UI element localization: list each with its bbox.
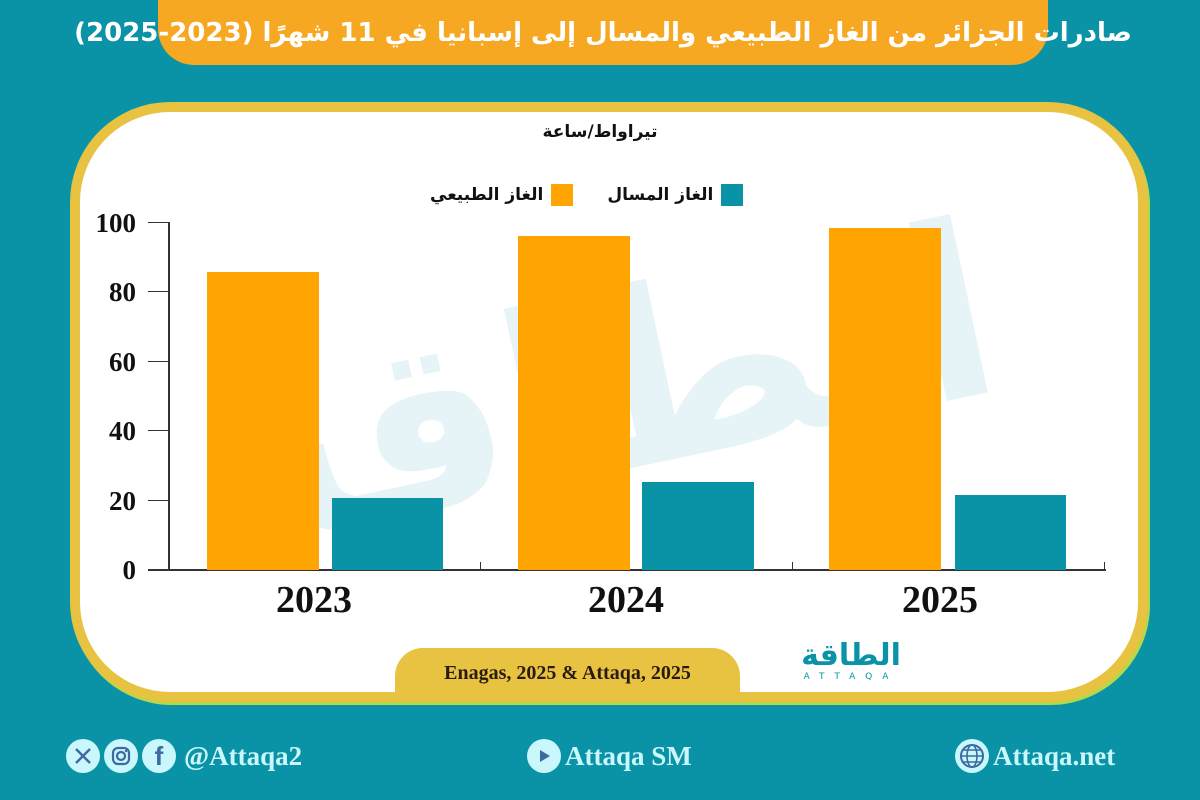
bar-2023-lng [332,498,443,570]
legend-item-natural-gas: الغاز الطبيعي [430,184,574,206]
bar-2023-natural-gas [207,272,319,570]
globe-icon[interactable] [955,739,989,773]
x-label-2025: 2025 [902,579,978,621]
chart-title: صادرات الجزائر من الغاز الطبيعي والمسال … [74,17,1132,48]
y-tick-label-20: 20 [109,486,136,516]
logo-english: ATTAQA [803,672,899,682]
bar-2024-natural-gas [518,236,630,570]
y-tick-label-80: 80 [109,277,136,307]
x-tick [792,562,793,570]
logo-arabic: الطاقة [801,638,901,673]
x-label-2023: 2023 [276,579,352,621]
legend-item-lng: الغاز المسال [607,184,744,206]
footer-social[interactable]: f @Attaqa2 [66,737,302,775]
footer-youtube[interactable]: Attaqa SM [527,737,692,775]
bar-2025-natural-gas [829,228,941,570]
legend: الغاز الطبيعي الغاز المسال [430,180,770,210]
legend-label-lng: الغاز المسال [607,185,714,205]
title-banner: صادرات الجزائر من الغاز الطبيعي والمسال … [74,0,1132,65]
youtube-icon[interactable] [527,739,561,773]
x-tick [1104,562,1105,570]
x-label-2024: 2024 [588,579,664,621]
source-label: Enagas, 2025 & Attaqa, 2025 [395,648,740,698]
bar-2024-lng [642,482,754,570]
website-link[interactable]: Attaqa.net [993,740,1116,771]
y-tick [148,361,168,362]
youtube-handle[interactable]: Attaqa SM [565,740,692,771]
legend-swatch-natural-gas [551,184,574,206]
unit-label: تيراواط/ساعة [542,122,658,142]
attaqa-logo: الطاقة ATTAQA [776,633,926,689]
y-tick-label-100: 100 [95,208,137,238]
y-tick [148,430,168,431]
footer-website[interactable]: Attaqa.net [955,737,1115,775]
y-tick-label-0: 0 [122,555,137,585]
y-tick-label-60: 60 [109,347,136,377]
source-text: Enagas, 2025 & Attaqa, 2025 [444,661,691,684]
social-handle[interactable]: @Attaqa2 [184,740,303,771]
y-tick [148,500,168,501]
bar-2025-lng [955,495,1066,570]
x-icon[interactable] [66,739,100,773]
legend-swatch-lng [721,184,744,206]
y-axis [168,222,170,571]
legend-label-natural-gas: الغاز الطبيعي [430,185,544,205]
x-tick [480,562,481,570]
x-axis [148,569,1106,571]
instagram-icon[interactable] [104,739,138,773]
facebook-icon[interactable]: f [142,739,176,773]
y-tick-label-40: 40 [109,416,136,446]
y-tick [148,291,168,292]
y-tick [148,222,168,223]
